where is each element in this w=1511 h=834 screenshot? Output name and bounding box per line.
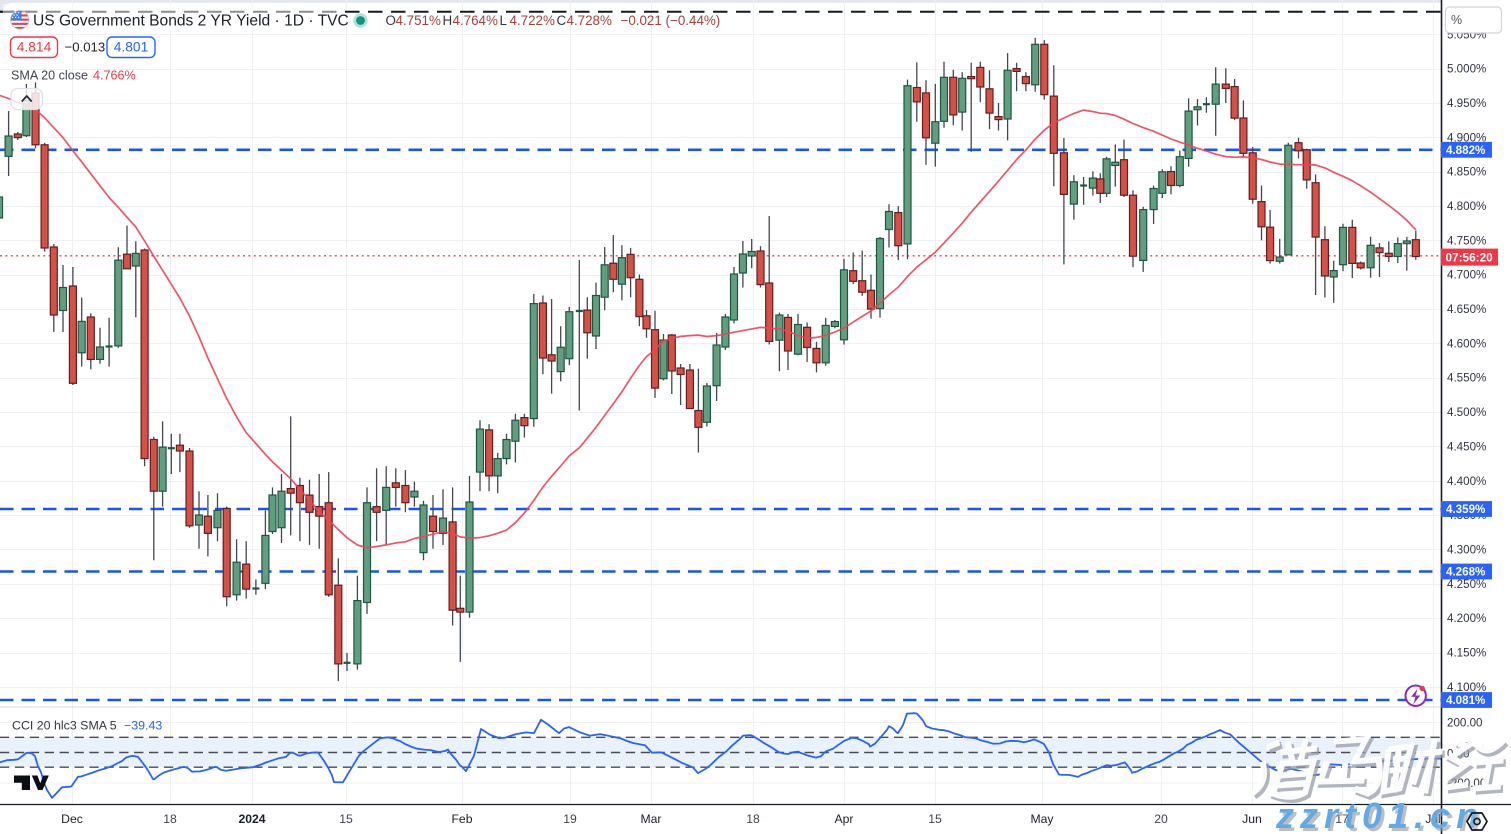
svg-text:Apr: Apr	[835, 812, 854, 826]
svg-text:4.268%: 4.268%	[1446, 566, 1485, 579]
svg-text:Mar: Mar	[641, 812, 662, 826]
svg-text:May: May	[1030, 812, 1054, 826]
svg-text:15: 15	[339, 812, 353, 826]
svg-text:O: O	[386, 13, 396, 28]
svg-text:200.00: 200.00	[1447, 717, 1482, 730]
svg-text:Jul: Jul	[1425, 812, 1441, 826]
svg-text:4.450%: 4.450%	[1447, 440, 1486, 453]
svg-text:18: 18	[163, 812, 177, 826]
svg-text:CCI 20 hlc3 SMA 5: CCI 20 hlc3 SMA 5	[12, 719, 117, 733]
svg-text:H: H	[443, 13, 453, 28]
svg-text:4.764%: 4.764%	[453, 13, 499, 28]
svg-text:zzrt01.cn: zzrt01.cn	[1278, 798, 1487, 834]
svg-text:zzrt01.cn: zzrt01.cn	[1275, 795, 1484, 834]
svg-text:4.728%: 4.728%	[567, 13, 613, 28]
svg-text:4.814: 4.814	[17, 40, 52, 55]
svg-text:4.900%: 4.900%	[1447, 131, 1486, 144]
svg-text:4.801: 4.801	[114, 40, 149, 55]
svg-text:4.200%: 4.200%	[1447, 612, 1486, 625]
svg-text:4.359%: 4.359%	[1446, 503, 1485, 516]
svg-text:18: 18	[746, 812, 760, 826]
svg-text:Jun: Jun	[1242, 812, 1262, 826]
svg-text:4.850%: 4.850%	[1447, 166, 1486, 179]
svg-text:Dec: Dec	[61, 812, 83, 826]
svg-text:SMA 20 close: SMA 20 close	[11, 69, 88, 83]
svg-text:4.750%: 4.750%	[1447, 234, 1486, 247]
svg-text:Feb: Feb	[451, 812, 472, 826]
svg-text:4.600%: 4.600%	[1447, 337, 1486, 350]
svg-text:4.500%: 4.500%	[1447, 406, 1486, 419]
svg-text:−0.021 (−0.44%): −0.021 (−0.44%)	[621, 13, 721, 28]
svg-text:4.650%: 4.650%	[1447, 303, 1486, 316]
svg-text:4.100%: 4.100%	[1447, 681, 1486, 694]
svg-text:4.766%: 4.766%	[93, 69, 136, 83]
svg-text:−39.43: −39.43	[124, 719, 162, 733]
svg-text:4.882%: 4.882%	[1446, 144, 1485, 157]
svg-text:4.400%: 4.400%	[1447, 475, 1486, 488]
svg-text:L: L	[500, 13, 507, 28]
svg-text:4.550%: 4.550%	[1447, 372, 1486, 385]
svg-text:07:56:20: 07:56:20	[1446, 250, 1494, 264]
svg-text:5.000%: 5.000%	[1447, 63, 1486, 76]
svg-text:17: 17	[1335, 812, 1349, 826]
svg-text:4.150%: 4.150%	[1447, 647, 1486, 660]
svg-text:4.700%: 4.700%	[1447, 269, 1486, 282]
svg-text:4.081%: 4.081%	[1446, 694, 1485, 707]
svg-text:−0.013: −0.013	[65, 40, 106, 55]
svg-text:4.800%: 4.800%	[1447, 200, 1486, 213]
svg-text:15: 15	[928, 812, 942, 826]
svg-text:19: 19	[563, 812, 577, 826]
svg-text:US Government Bonds 2 YR Yield: US Government Bonds 2 YR Yield · 1D · TV…	[33, 13, 349, 30]
svg-text:C: C	[557, 13, 567, 28]
svg-text:2024: 2024	[238, 812, 265, 826]
svg-text:4.250%: 4.250%	[1447, 578, 1486, 591]
svg-text:4.950%: 4.950%	[1447, 97, 1486, 110]
svg-text:4.751%: 4.751%	[396, 13, 442, 28]
svg-text:%: %	[1451, 13, 1462, 27]
svg-text:4.722%: 4.722%	[510, 13, 556, 28]
svg-text:20: 20	[1154, 812, 1168, 826]
svg-text:4.300%: 4.300%	[1447, 544, 1486, 557]
